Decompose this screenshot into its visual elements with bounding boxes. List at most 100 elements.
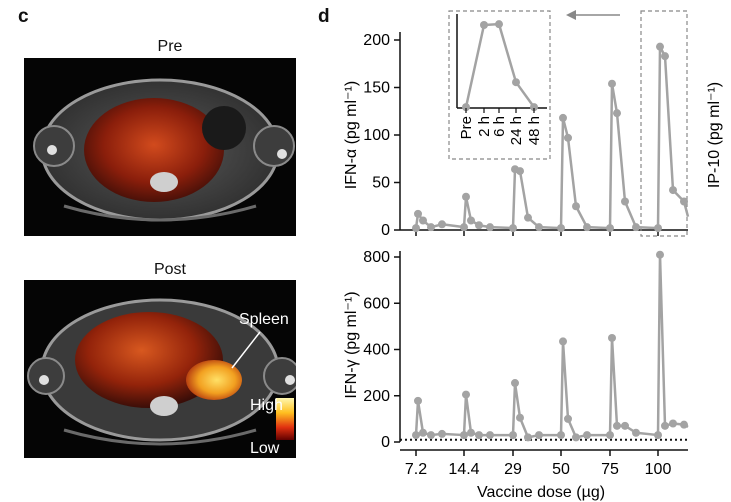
ifng-series-line-7.2 (414, 399, 443, 437)
ifng-point-7.2-3 (427, 431, 435, 440)
pre-pet-ct-image (24, 58, 296, 236)
x-axis-label: Vaccine dose (µg) (477, 484, 605, 501)
ifna-group-connector (586, 225, 611, 230)
ifng-y-tick-label: 400 (363, 342, 390, 359)
ifng-x-tick-label: 7.2 (405, 461, 427, 478)
ifng-point-50-1 (559, 337, 567, 346)
ifng-point-29-1 (511, 379, 519, 388)
ifna-group-connector (441, 223, 465, 229)
heat-color-scale (276, 398, 294, 440)
ifng-x-tick-label: 100 (645, 461, 672, 478)
ifna-tail (682, 201, 690, 218)
ifna-point-7.2-2 (419, 216, 427, 225)
ifng-series-line-100 (656, 253, 685, 436)
post-title: Post (153, 261, 186, 278)
ifna-point-75-3 (621, 197, 629, 206)
ifna-point-14.4-1 (462, 192, 470, 201)
ifng-y-tick-label: 800 (363, 249, 390, 266)
ifna-point-7.2-0 (412, 224, 420, 233)
ifna-series-line-75 (608, 82, 638, 229)
inset-point-2 (495, 20, 503, 29)
ifng-point-50-2 (564, 414, 572, 423)
inset-x-tick-label: 2 h (476, 116, 493, 137)
ifng-point-14.4-1 (462, 390, 470, 399)
ifng-point-75-2 (613, 421, 621, 430)
ifng-point-75-1 (608, 333, 616, 342)
scale-high-label: High (250, 397, 283, 414)
highlight-box-100 (640, 10, 688, 237)
ifna-y-tick-label: 150 (363, 80, 390, 97)
ifna-point-50-3 (572, 202, 580, 211)
inset-x-tick-label: Pre (458, 116, 475, 139)
ifna-point-75-2 (613, 109, 621, 118)
ifna-y-tick-label: 200 (363, 32, 390, 49)
ifna-point-100-1 (656, 42, 664, 51)
inset-x-tick-label: 6 h (491, 116, 508, 137)
ifng-x-tick-label: 50 (552, 461, 570, 478)
ifng-point-100-1 (656, 250, 664, 259)
ifna-point-29-3 (524, 213, 532, 222)
left-arrow-icon (566, 10, 576, 20)
ifng-series-line-50 (559, 340, 588, 439)
panel-letter-d: d (318, 6, 330, 27)
spleen-pointer-line (231, 331, 261, 369)
scale-low-label: Low (250, 440, 280, 457)
ifng-point-7.2-1 (414, 396, 422, 405)
post-pet-ct-image: Spleen High Low (24, 280, 296, 458)
ip10-y-label: IP-10 (pg ml⁻¹) (706, 82, 723, 188)
inset-box (448, 10, 551, 160)
ifng-x-tick-label: 75 (601, 461, 619, 478)
ifna-group-connector (489, 225, 514, 230)
ifna-y-tick-label: 50 (372, 175, 390, 192)
ifng-y-tick-label: 0 (381, 434, 390, 451)
ifng-point-29-3 (524, 433, 532, 442)
ifng-point-75-3 (621, 421, 629, 430)
ifna-point-50-2 (564, 133, 572, 142)
ifna-point-14.4-3 (475, 221, 483, 230)
ifng-point-100-2 (661, 421, 669, 430)
ifna-point-100-2 (661, 52, 669, 61)
ifng-series-line-75 (608, 336, 637, 436)
ifna-y-label: IFN-α (pg ml⁻¹) (343, 81, 360, 189)
ifng-series-line-29 (511, 381, 540, 439)
ifna-series-line-50 (559, 116, 589, 229)
inset-series-line (464, 22, 536, 108)
inset-point-4 (530, 103, 538, 112)
ifna-group-connector (538, 225, 562, 230)
ifng-x-tick-label: 29 (504, 461, 522, 478)
ifng-series-line-14.4 (462, 393, 490, 437)
ifng-group-connector (635, 431, 659, 437)
ifng-point-29-2 (516, 413, 524, 422)
ifng-point-14.4-3 (475, 431, 483, 440)
ifng-point-50-3 (572, 433, 580, 442)
ifna-point-7.2-1 (414, 209, 422, 218)
ifna-point-29-2 (516, 167, 524, 176)
ifng-y-label: IFN-γ (pg ml⁻¹) (343, 291, 360, 398)
inset-point-1 (480, 21, 488, 30)
ifng-tail (683, 423, 689, 429)
ifng-point-7.2-2 (419, 428, 427, 437)
ifna-point-14.4-2 (467, 216, 475, 225)
panel-letter-c: c (18, 6, 29, 27)
ifna-point-50-1 (559, 113, 567, 122)
spleen-label: Spleen (239, 311, 289, 328)
inset-x-tick-label: 48 h (526, 116, 543, 145)
ifng-y-tick-label: 600 (363, 295, 390, 312)
ifng-y-tick-label: 200 (363, 388, 390, 405)
ifng-point-14.4-2 (467, 428, 475, 437)
ifng-point-100-3 (669, 419, 677, 428)
ifna-y-tick-label: 100 (363, 127, 390, 144)
ifna-y-tick-label: 0 (381, 222, 390, 239)
ifng-x-tick-label: 14.4 (448, 461, 479, 478)
ifna-point-75-1 (608, 79, 616, 88)
ifng-point-7.2-0 (412, 431, 420, 440)
ifna-point-7.2-3 (427, 223, 435, 232)
inset-x-tick-label: 24 h (508, 116, 525, 145)
ifna-point-100-3 (669, 186, 677, 195)
pre-title: Pre (157, 38, 183, 55)
ifng-group-connector (441, 432, 465, 437)
ifna-group-connector (635, 225, 659, 230)
inset-point-0 (462, 103, 470, 112)
inset-point-3 (512, 78, 520, 87)
